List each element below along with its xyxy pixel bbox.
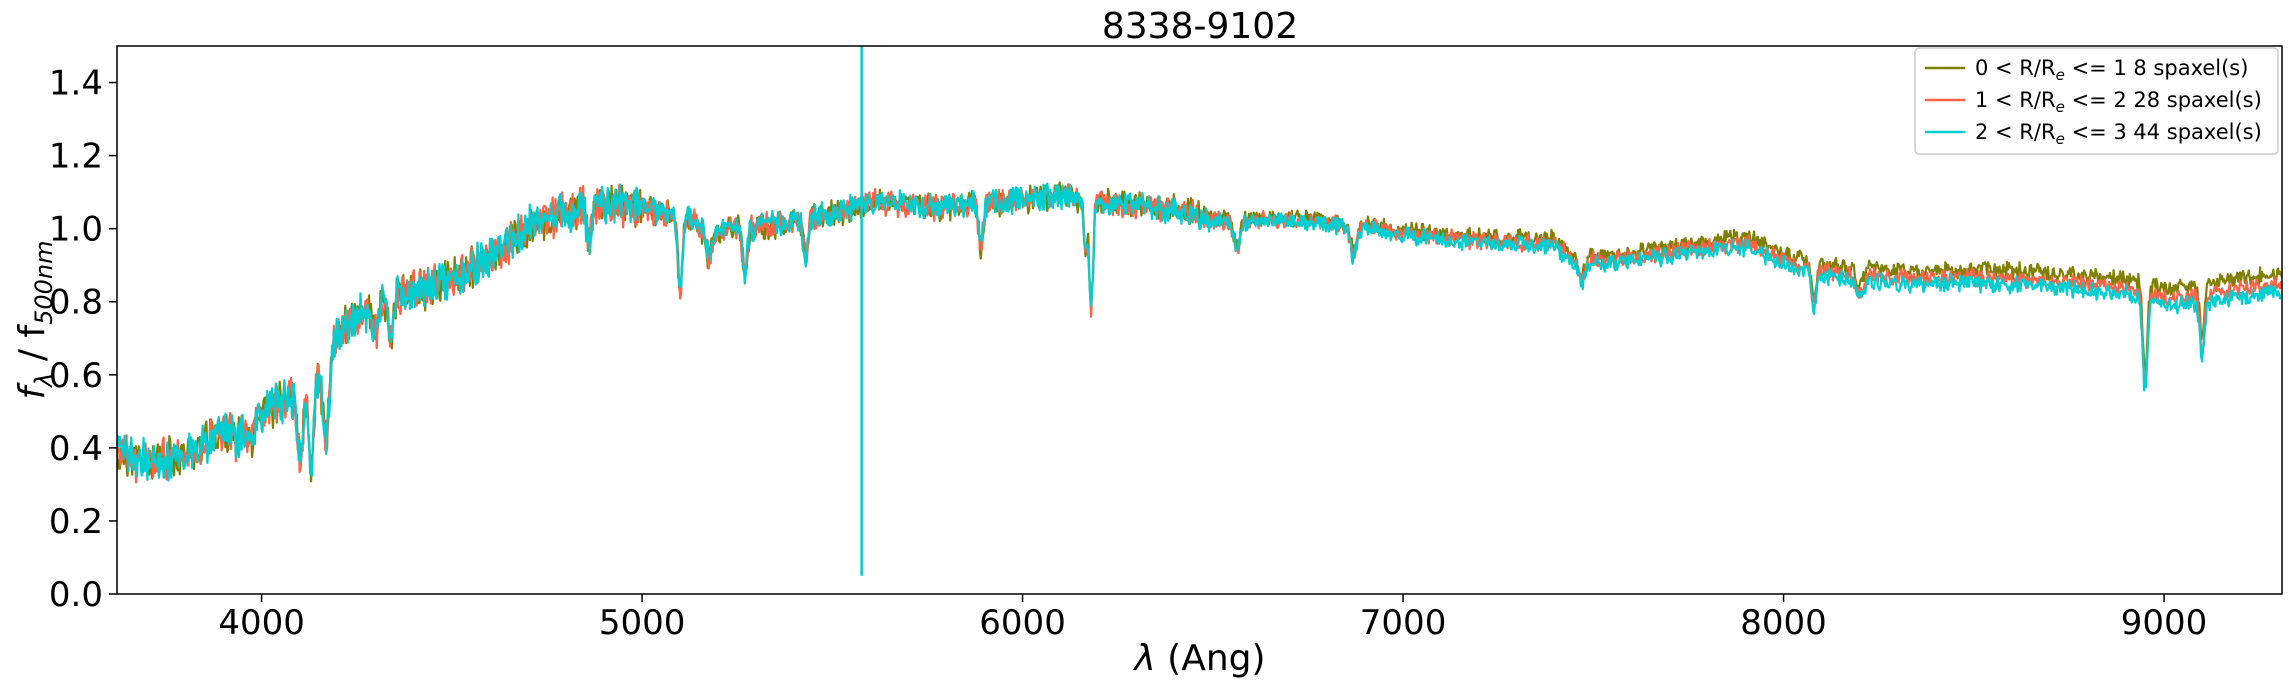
y-tick-label: 0.4 xyxy=(49,429,103,469)
plot-frame xyxy=(116,45,2283,595)
x-axis-label: λ (Ang) xyxy=(1132,638,1265,679)
x-axis-label-symbol: λ xyxy=(1132,638,1155,679)
y-axis-label: fλ / f500nm xyxy=(12,241,58,400)
legend-label: 0 < R/Re <= 1 8 spaxel(s) xyxy=(1975,56,2248,84)
y-tick-label: 1.0 xyxy=(49,210,103,250)
legend-box xyxy=(1914,47,2279,155)
x-tick-label: 4000 xyxy=(218,603,305,643)
x-axis: 4000 5000 6000 7000 8000 9000 xyxy=(218,594,2207,643)
y-axis: 0.0 0.2 0.4 0.6 0.8 1.0 1.2 1.4 xyxy=(49,64,117,615)
legend: 0 < R/Re <= 1 8 spaxel(s) 1 < R/Re <= 2 2… xyxy=(1914,47,2279,155)
legend-label: 2 < R/Re <= 3 44 spaxel(s) xyxy=(1975,120,2262,148)
y-axis-label-separator: / f xyxy=(12,324,53,373)
y-tick-label: 0.0 xyxy=(49,575,103,615)
y-axis-label-lambda: λ xyxy=(30,373,58,389)
series-layer xyxy=(117,46,2282,576)
y-tick-label: 0.2 xyxy=(49,502,103,542)
legend-label: 1 < R/Re <= 2 28 spaxel(s) xyxy=(1975,88,2262,116)
x-tick-label: 6000 xyxy=(979,603,1066,643)
x-axis-label-unit: (Ang) xyxy=(1156,638,1266,679)
x-tick-label: 5000 xyxy=(599,603,686,643)
y-tick-label: 1.4 xyxy=(49,64,103,104)
series-line xyxy=(117,182,2282,482)
y-axis-label-500nm: 500nm xyxy=(30,241,58,325)
y-tick-label: 1.2 xyxy=(49,137,103,177)
chart-title: 8338-9102 xyxy=(1102,6,1298,47)
y-tick-label: 0.6 xyxy=(49,356,103,396)
x-tick-label: 9000 xyxy=(2121,603,2208,643)
x-tick-label: 7000 xyxy=(1360,603,1447,643)
y-tick-label: 0.8 xyxy=(49,283,103,323)
x-tick-label: 8000 xyxy=(1740,603,1827,643)
